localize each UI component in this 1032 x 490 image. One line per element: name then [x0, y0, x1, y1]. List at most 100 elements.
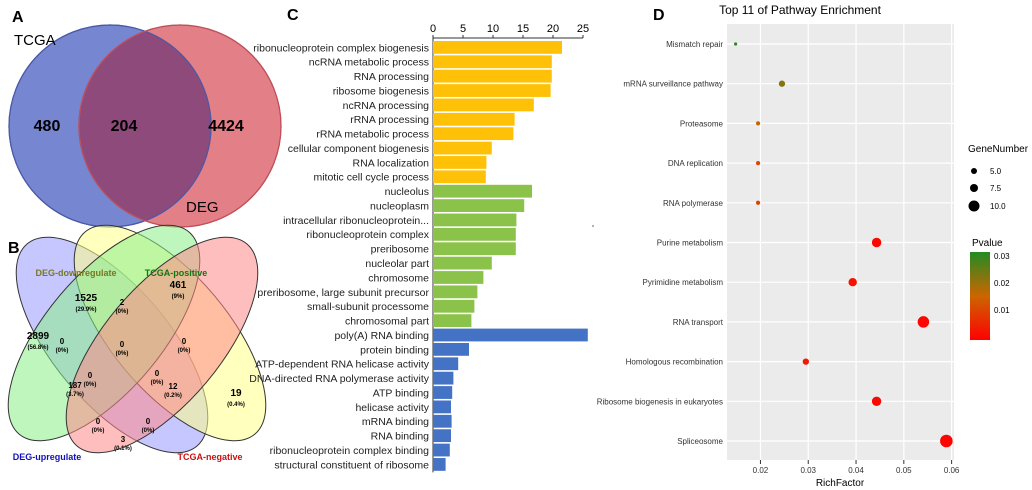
size-legend-label-large: 10.0	[990, 202, 1006, 211]
bar-category-label: ATP binding	[373, 387, 429, 399]
venn-b-region-percent: (0%)	[151, 380, 164, 386]
venn-b-region-count: 12	[169, 382, 178, 391]
bar-chart-x-tick-label: 0	[430, 23, 436, 35]
bar-category-label: nucleolar part	[365, 258, 429, 270]
venn-b-regions: 1525 (29.9%) 461 (9%) 2899 (56.8%) 19 (0.4%) 0 (0…	[27, 280, 245, 452]
venn-b-region-percent: (29.9%)	[75, 307, 96, 313]
bar-category-label: ribonucleoprotein complex biogenesis	[253, 42, 429, 54]
dot-plot-points	[734, 42, 953, 448]
venn-b-label-neg: TCGA-negative	[177, 452, 242, 462]
panel-b: B DEG-downregulate TCGA-positive DEG-upr…	[7, 224, 267, 462]
bar	[433, 84, 551, 97]
venn-b-label-up: DEG-upregulate	[13, 452, 82, 462]
dot-plot-category-label: Homologous recombination	[626, 358, 723, 367]
bar-category-label: ATP-dependent RNA helicase activity	[255, 359, 429, 371]
venn-b-neg-ellipse	[65, 236, 259, 454]
venn-a-only-deg: 4424	[208, 118, 244, 135]
dot-plot-category-label: DNA replication	[668, 159, 723, 168]
bar-category-label: structural constituent of ribosome	[274, 459, 429, 471]
bar	[433, 213, 517, 227]
bar-chart-bars	[433, 41, 594, 471]
bar	[433, 285, 478, 299]
panel-a: A TCGA DEG 480 204 4424	[8, 9, 282, 228]
bar-chart-x-tick-label: 25	[577, 23, 589, 35]
dot-plot-category-label: Pyrimidine metabolism	[643, 278, 724, 287]
dot-plot-x-tick-label: 0.05	[896, 466, 912, 475]
bar	[433, 328, 588, 342]
bar-category-label: RNA localization	[353, 157, 430, 169]
dot-plot-point	[778, 80, 786, 87]
venn-b-region-percent: (0.2%)	[164, 393, 182, 399]
size-legend-dot-small	[971, 168, 977, 174]
venn-a-both: 204	[111, 118, 138, 135]
bar	[433, 227, 516, 241]
dot-plot-x-tick-label: 0.06	[944, 466, 960, 475]
bar	[433, 156, 487, 169]
bar	[433, 242, 516, 256]
venn-b-region-count: 0	[120, 340, 125, 349]
panel-d-letter: D	[653, 7, 665, 24]
bar-category-label: protein binding	[360, 344, 429, 356]
bar	[433, 256, 492, 270]
venn-b-region-count: 0	[146, 417, 151, 426]
venn-b-region-percent: (0%)	[116, 351, 129, 357]
bar-category-label: poly(A) RNA binding	[334, 330, 429, 342]
bar-category-label: helicase activity	[355, 402, 429, 414]
bar	[433, 141, 492, 155]
size-legend-label-mid: 7.5	[990, 184, 1002, 193]
bar-category-label: RNA processing	[354, 71, 429, 83]
venn-b-region-percent: (0.4%)	[227, 402, 245, 408]
dot-plot-point	[734, 42, 738, 46]
dot-plot-grid	[727, 24, 954, 460]
color-legend-label-low: 0.01	[994, 306, 1010, 315]
bar	[433, 170, 486, 184]
venn-b-region-percent: (56.8%)	[27, 345, 48, 351]
dot-plot-category-label: Mismatch repair	[666, 40, 723, 49]
panel-c-letter: C	[287, 7, 299, 24]
bar-category-label: ribonucleoprotein complex	[306, 229, 429, 241]
bar-chart-x-tick-label: 15	[517, 23, 529, 35]
bar-category-label: chromosomal part	[345, 316, 429, 328]
dot-plot-x-ticks: 0.02 0.03 0.04 0.05 0.06	[753, 460, 960, 475]
venn-b-region-count: 0	[96, 417, 101, 426]
size-legend-dot-large	[968, 200, 980, 212]
bar-category-label: mitotic cell cycle process	[313, 172, 429, 184]
dot-plot-x-tick-label: 0.03	[800, 466, 816, 475]
bar-category-label: preribosome	[371, 244, 430, 256]
bar-category-label: nucleolus	[385, 186, 429, 198]
bar-chart-x-tick-label: 10	[487, 23, 499, 35]
bar	[433, 400, 451, 414]
color-legend-title: Pvalue	[972, 238, 1003, 249]
bar	[433, 429, 451, 443]
dot-plot-category-label: RNA transport	[673, 318, 724, 327]
bar	[433, 271, 484, 284]
bar-chart-x-tick-label: 5	[460, 23, 466, 35]
venn-b-region-count: 1525	[75, 293, 98, 304]
venn-b-label-pos: TCGA-positive	[145, 268, 208, 278]
dot-plot-point	[802, 358, 810, 365]
venn-b-region-count: 2899	[27, 331, 50, 342]
venn-b-region-count: 0	[60, 337, 65, 346]
dot-plot-point	[755, 121, 761, 126]
venn-b-region-percent: (0%)	[92, 428, 105, 434]
bar	[433, 299, 475, 313]
size-legend-title: GeneNumber	[968, 144, 1029, 155]
bar	[433, 55, 552, 69]
dot-plot-category-label: Purine metabolism	[657, 239, 724, 248]
bar-category-label: ribonucleoprotein complex binding	[270, 445, 430, 457]
bar-chart-category-labels: ribonucleoprotein complex biogenesis ncRN…	[249, 42, 429, 471]
bar	[433, 414, 452, 428]
bar-category-label: small-subunit processome	[307, 301, 429, 313]
size-legend-dot-mid	[970, 184, 978, 192]
venn-b-region-percent: (3.7%)	[66, 392, 84, 398]
bar-category-label: cellular component biogenesis	[288, 143, 429, 155]
dot-plot-category-label: Spliceosome	[677, 437, 723, 446]
venn-a-overlap	[78, 31, 212, 221]
color-legend-label-high: 0.03	[994, 252, 1010, 261]
bar	[433, 371, 454, 385]
venn-b-region-count: 0	[155, 369, 160, 378]
dot-plot-point	[755, 160, 761, 166]
venn-b-region-percent: (0%)	[116, 309, 129, 315]
dot-plot-point	[871, 396, 882, 407]
dot-plot-x-tick-label: 0.02	[753, 466, 769, 475]
